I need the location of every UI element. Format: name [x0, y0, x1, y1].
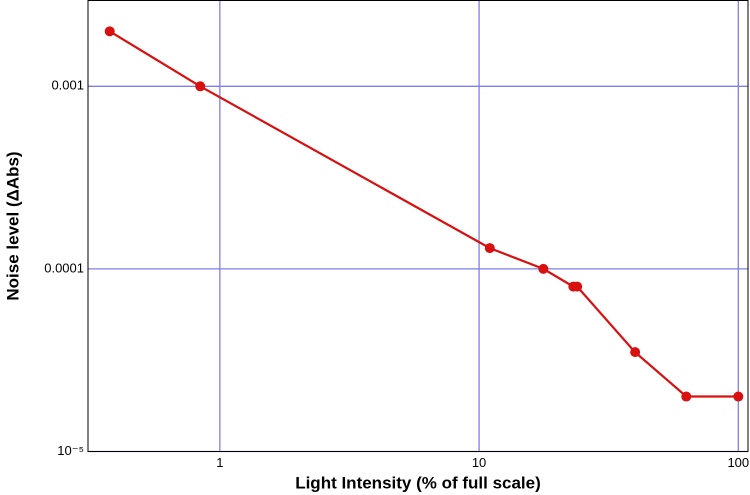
data-point [733, 391, 744, 402]
y-tick-label: 0.001 [51, 78, 84, 93]
y-tick-label: 10⁻⁵ [57, 443, 84, 458]
plot-frame [87, 0, 749, 452]
y-tick-label: 0.0001 [44, 260, 84, 275]
data-point [630, 347, 641, 358]
data-point [681, 391, 692, 402]
data-point [538, 263, 549, 274]
data-point [195, 81, 206, 92]
x-tick-label: 1 [216, 455, 223, 470]
x-tick-label: 10 [472, 455, 486, 470]
y-axis-title: Noise level (ΔAbs) [3, 151, 22, 300]
data-point [104, 26, 115, 37]
x-tick-label: 100 [727, 455, 749, 470]
data-point [572, 281, 583, 292]
x-axis-title: Light Intensity (% of full scale) [295, 473, 541, 492]
data-point [484, 243, 495, 254]
